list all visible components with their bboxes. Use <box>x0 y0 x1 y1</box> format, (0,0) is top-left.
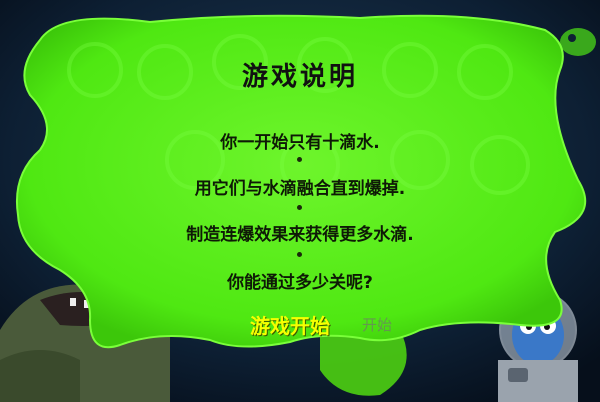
bullet-dot <box>297 252 302 257</box>
start-game-ghost-label: 开始 <box>362 314 392 335</box>
bullet-dot <box>297 157 302 162</box>
instruction-line-1: 你一开始只有十滴水. <box>0 128 600 153</box>
instruction-line-3: 制造连爆效果来获得更多水滴. <box>0 220 600 245</box>
start-game-button[interactable]: 游戏开始 <box>250 310 330 339</box>
instruction-line-2: 用它们与水滴融合直到爆掉. <box>0 174 600 199</box>
green-blob-creature-icon <box>560 28 596 56</box>
dialog-title: 游戏说明 <box>0 56 600 93</box>
instruction-line-4: 你能通过多少关呢? <box>0 268 600 293</box>
bullet-dot <box>297 205 302 210</box>
